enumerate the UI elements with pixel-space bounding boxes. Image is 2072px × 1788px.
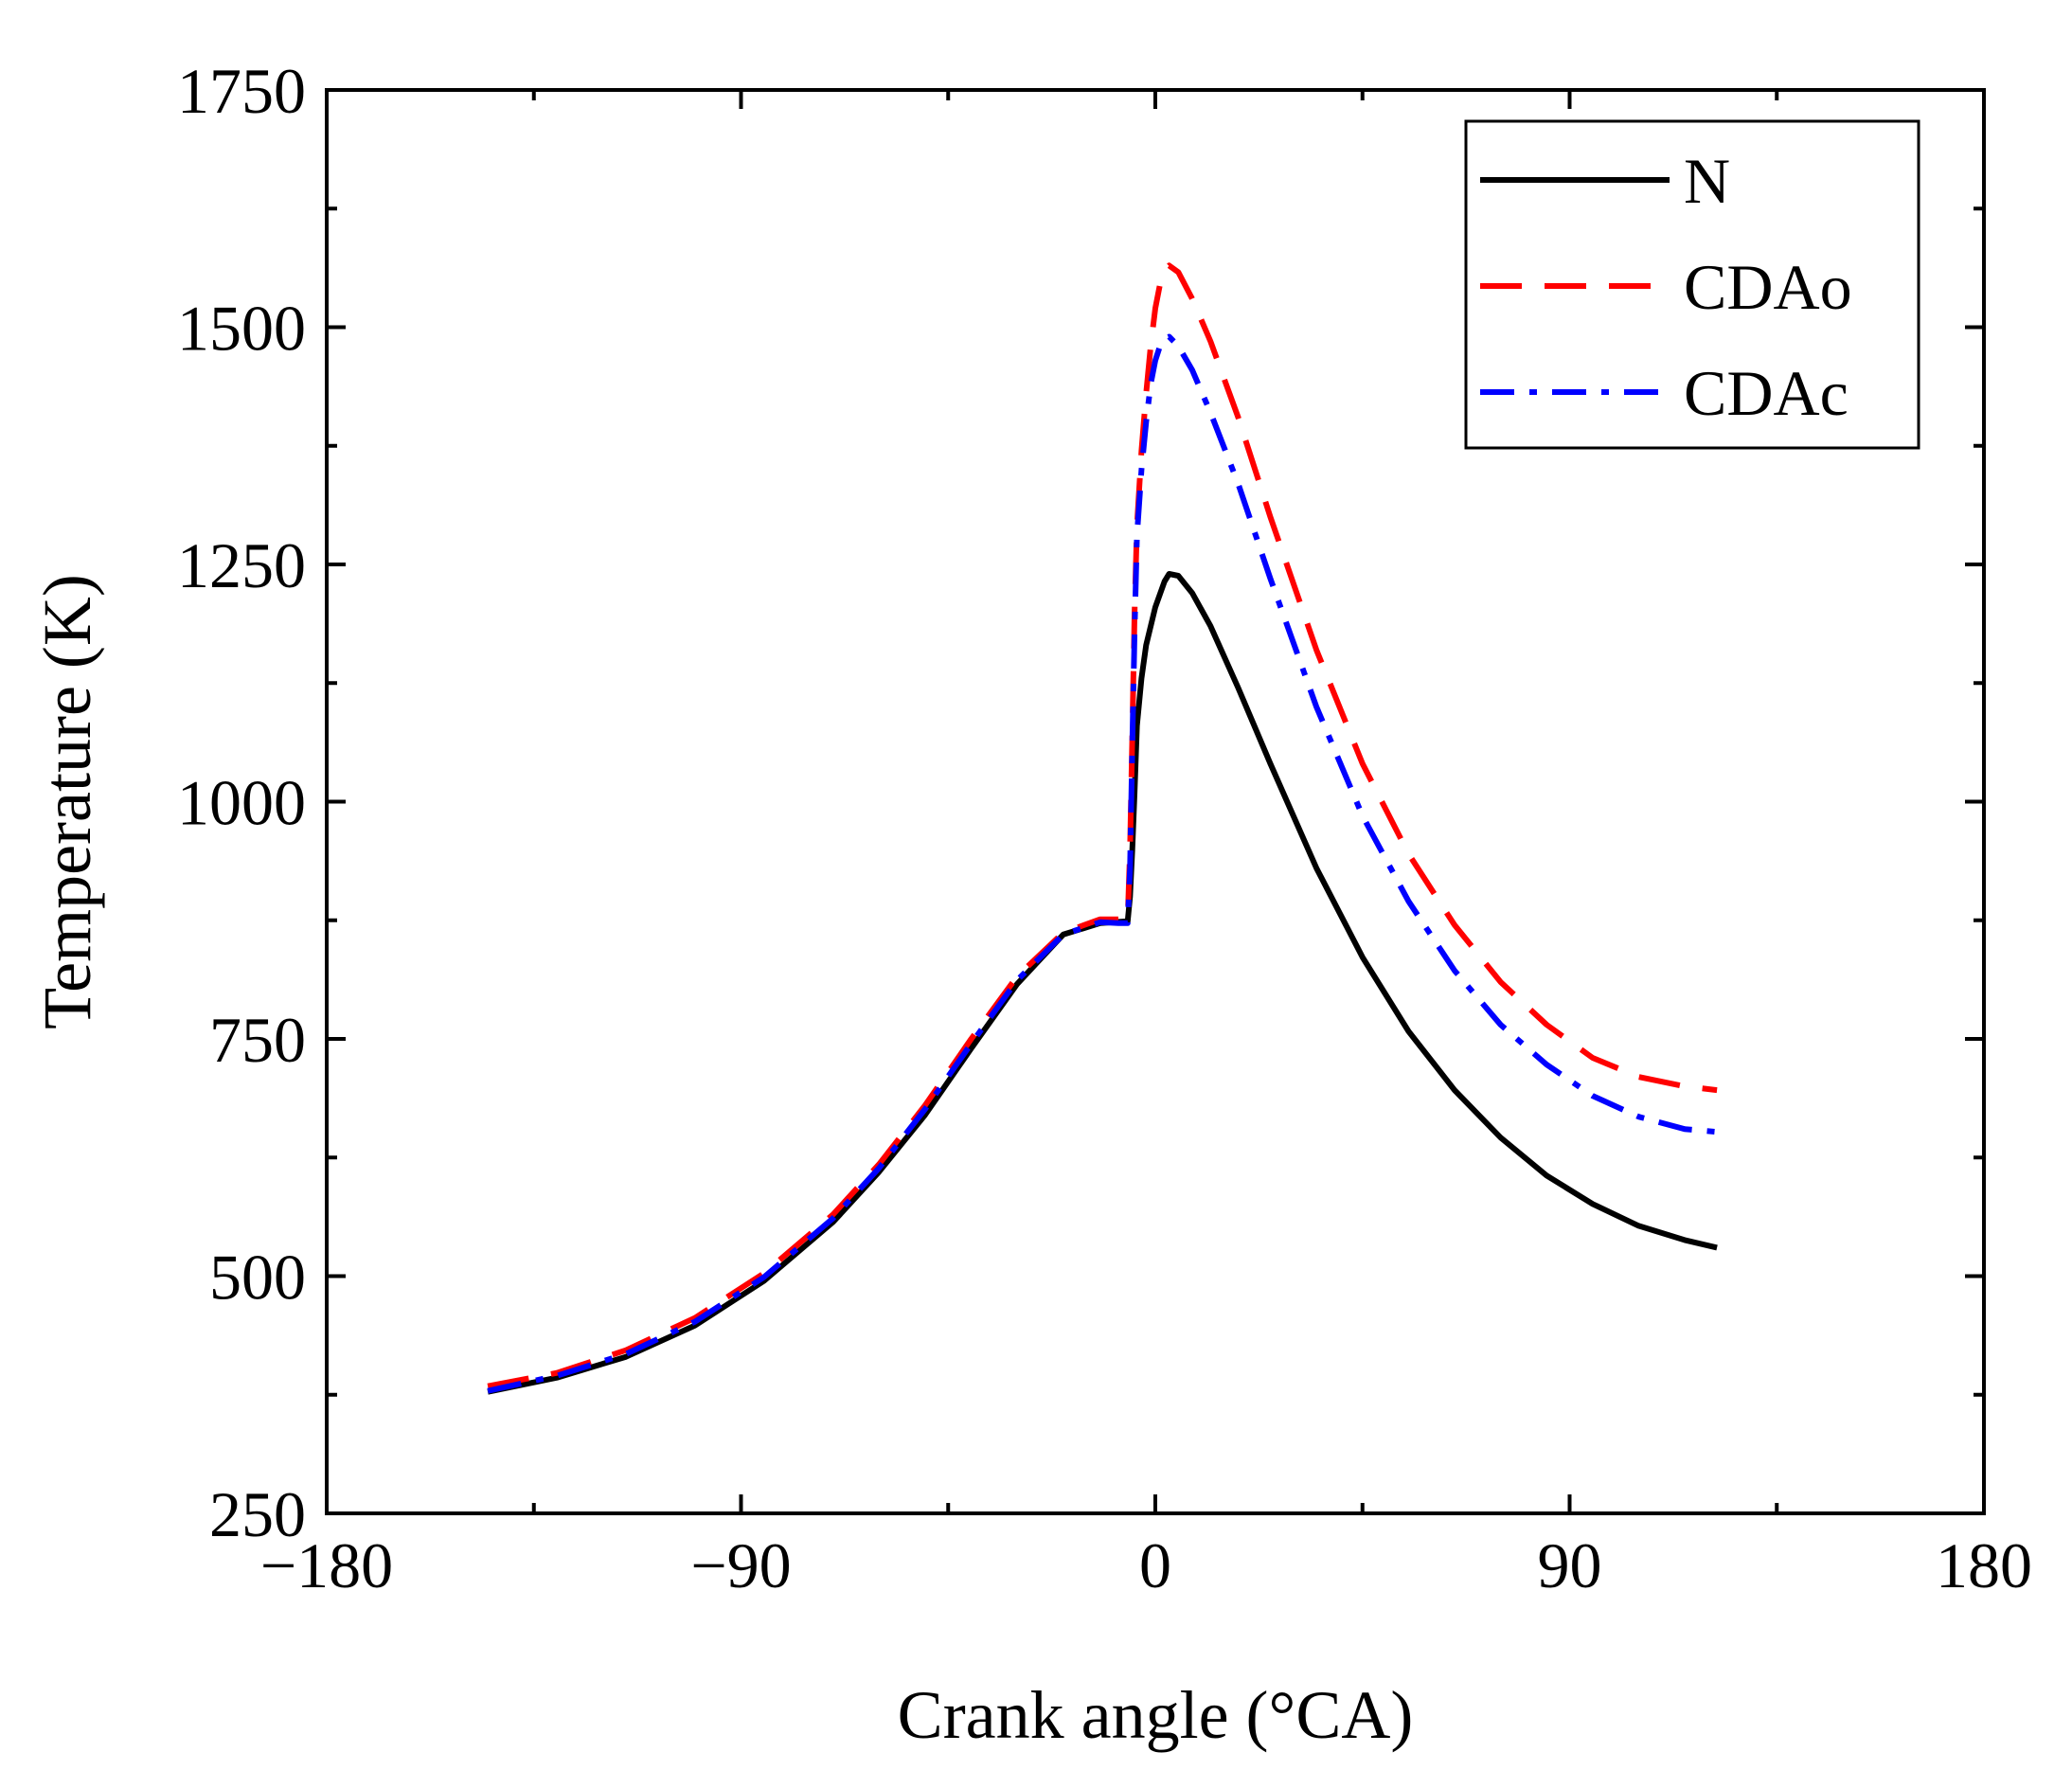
x-tick-label: 90 [1538, 1529, 1602, 1601]
y-tick-label: 1250 [177, 529, 306, 601]
x-tick-label: 180 [1936, 1529, 2032, 1601]
legend-label-cdac: CDAc [1684, 357, 1849, 429]
series-line-cdao [487, 262, 1718, 1389]
series-line-cdac [487, 333, 1718, 1394]
x-axis-title: Crank angle (°CA) [898, 1677, 1414, 1753]
legend-label-n: N [1684, 145, 1730, 217]
x-tick-label: −90 [690, 1529, 791, 1601]
legend-box [1464, 119, 1920, 450]
y-tick-label: 1500 [177, 293, 306, 365]
legend-label-cdao: CDAo [1684, 251, 1852, 323]
x-tick-label: 0 [1139, 1529, 1171, 1601]
y-tick-label: 1750 [177, 55, 306, 127]
ticks-layer: −180 −90 0 90 180 250 500 750 1000 1250 1500 1750 [177, 55, 2032, 1601]
series-line-n [487, 571, 1718, 1395]
y-tick-label: 500 [209, 1242, 306, 1314]
legend: N CDAo CDAc [1464, 119, 1920, 450]
y-tick-label: 250 [209, 1478, 306, 1550]
y-tick-label: 750 [209, 1004, 306, 1076]
series-layer [487, 262, 1718, 1395]
y-axis-title: Temperature (K) [29, 574, 105, 1029]
x-tick-label: −180 [260, 1529, 393, 1601]
y-tick-label: 1000 [177, 767, 306, 839]
